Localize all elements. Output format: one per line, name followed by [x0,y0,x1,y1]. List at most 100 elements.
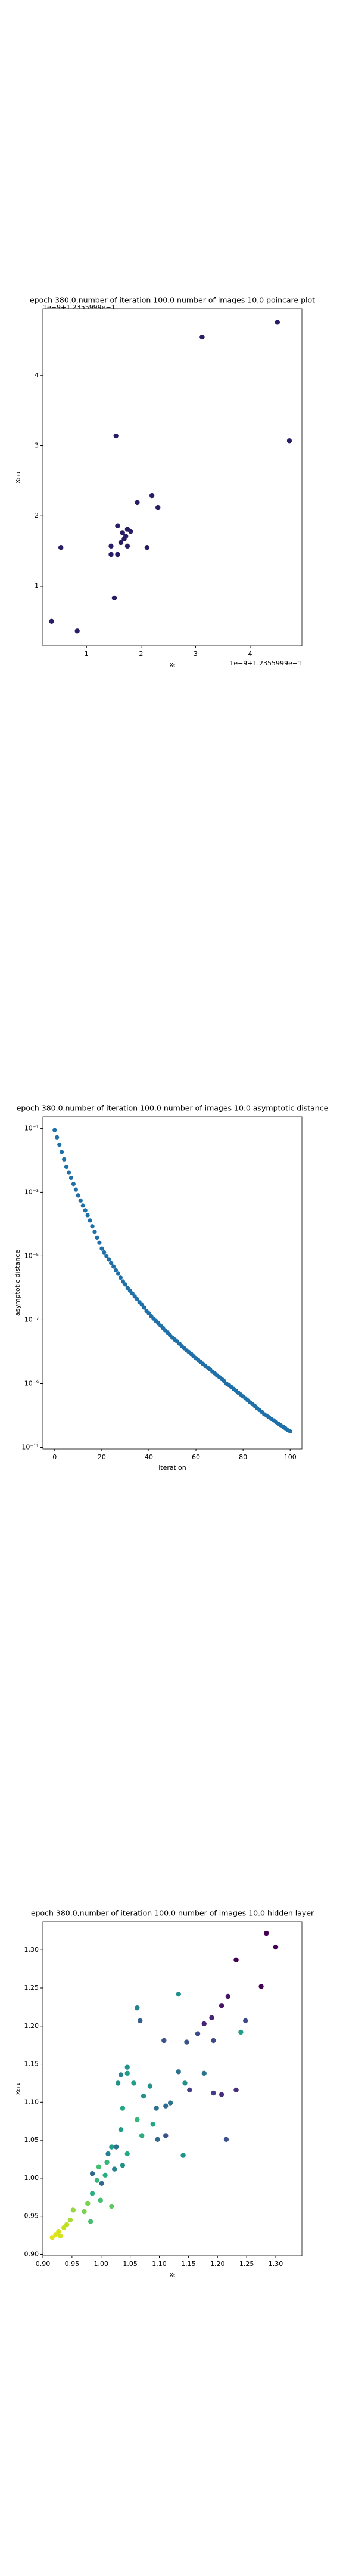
point [135,1296,139,1302]
y-tick-label: 1.25 [24,1984,39,1992]
point [67,2217,73,2223]
point [118,540,124,546]
point [155,2137,160,2142]
x-tick-label: 1.20 [210,2260,225,2268]
point [258,1984,264,1989]
y-tick-label: 1.00 [24,2174,39,2182]
point [167,2100,173,2106]
point [113,2144,119,2150]
point [288,1429,292,1434]
point [118,2072,124,2077]
point [211,2038,216,2044]
point [120,1279,126,1284]
point [102,1250,107,1255]
point [82,2209,87,2215]
x-tick-label: 100 [284,1453,297,1461]
point [115,2080,121,2086]
point [201,2021,207,2027]
x-tick-label: 0.95 [65,2260,80,2268]
y-tick-label: 10⁻¹ [24,1124,39,1132]
point [195,2031,201,2036]
point [49,2235,55,2240]
point [124,2070,130,2076]
point [76,1193,80,1198]
point [182,2080,188,2086]
x-tick-label: 20 [98,1453,106,1461]
point [68,1175,74,1181]
point [118,2127,124,2132]
point [120,2163,126,2168]
y-tick-label: 0.95 [24,2212,39,2220]
point [242,2018,248,2024]
point [146,1311,151,1316]
y-tick-label: 1.15 [24,2060,39,2068]
y-tick-label: 0.90 [24,2250,39,2258]
point [233,2087,239,2093]
point [49,618,54,624]
point [97,1240,102,1245]
point [99,1246,104,1251]
point [61,1157,67,1162]
point [116,1271,121,1276]
point [163,2133,169,2138]
point [187,2087,192,2093]
point [85,2200,91,2206]
point [108,543,114,549]
point [89,2171,95,2176]
point [64,1165,69,1169]
point [150,2122,155,2127]
point [135,2117,140,2122]
point [83,1208,88,1213]
point [102,2172,108,2178]
y-tick-label: 10⁻³ [24,1188,39,1196]
point [57,1142,62,1147]
point [74,628,80,634]
point [219,2092,224,2097]
point [78,1198,83,1203]
point [176,1991,181,1997]
point [161,2038,167,2044]
point [275,320,280,325]
x-tick-label: 1.25 [239,2260,254,2268]
point [233,1957,239,1962]
x-tick-label: 2 [139,650,143,658]
x-tick-label: 0 [52,1453,57,1461]
point [124,543,130,549]
point [135,2005,140,2011]
point [115,552,120,558]
point [115,523,120,528]
point [109,2144,114,2150]
point [131,2080,136,2086]
point [211,2090,216,2096]
point [118,1275,123,1280]
point [223,2137,229,2142]
point [66,1170,71,1175]
x-tick-label: 60 [192,1453,200,1461]
y-tick-label: 10⁻⁹ [24,1380,39,1388]
point [113,433,119,439]
point [209,2015,214,2020]
point [163,2103,169,2109]
point [123,1282,128,1287]
point [124,2064,130,2070]
x-axis-label: iteration [158,1464,186,1472]
point [225,1993,231,1999]
point [199,334,205,340]
y-tick-label: 10⁻⁵ [24,1252,39,1259]
point [108,552,114,558]
x-tick-label: 1.15 [181,2260,196,2268]
x-axis-label: xₜ [170,2271,176,2278]
point [138,2018,143,2024]
x-tick-label: 1.00 [94,2260,109,2268]
point [155,504,161,510]
point [55,1135,60,1140]
chart-title: epoch 380.0,number of iteration 100.0 nu… [31,1909,314,1918]
chart-title: epoch 380.0,number of iteration 100.0 nu… [30,296,315,305]
y-offset-label: 1e−9+1.2355999e−1 [43,304,116,311]
point [286,438,292,444]
x-tick-label: 1.05 [123,2260,138,2268]
point [98,2197,103,2203]
x-tick-label: 1.10 [152,2260,167,2268]
point [154,2106,159,2111]
x-offset-label: 1e−9+1.2355999e−1 [229,660,302,667]
